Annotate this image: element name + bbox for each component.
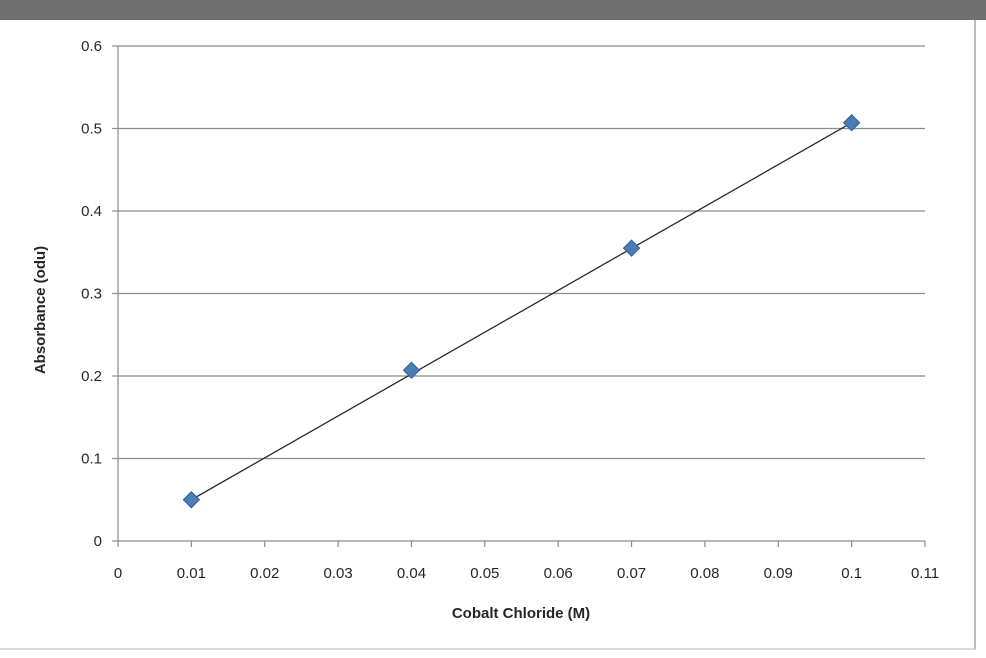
x-tick-label: 0.1 xyxy=(841,565,862,582)
trendline xyxy=(191,122,852,501)
x-tick-label: 0.01 xyxy=(177,565,206,582)
x-tick-label: 0.02 xyxy=(250,565,279,582)
chart-area: 0 0.1 0.2 0.3 0.4 0.5 0.6 0 0.01 0.02 0.03 0.04 0.05… xyxy=(0,20,976,650)
y-tick-label: 0 xyxy=(94,533,102,550)
x-tick-label: 0.04 xyxy=(397,565,426,582)
x-tick-label: 0.09 xyxy=(764,565,793,582)
y-tick-label: 0.4 xyxy=(81,203,102,220)
axes xyxy=(112,45,926,547)
window-top-bar xyxy=(0,0,986,20)
trendline-group xyxy=(191,122,852,501)
gridlines xyxy=(118,45,925,460)
y-tick-label: 0.6 xyxy=(81,38,102,55)
x-tick-label: 0.08 xyxy=(690,565,719,582)
data-point-marker xyxy=(182,491,201,509)
y-tick-label: 0.5 xyxy=(81,121,102,138)
scatter-chart: 0 0.1 0.2 0.3 0.4 0.5 0.6 0 0.01 0.02 0.03 0.04 0.05… xyxy=(32,38,939,622)
y-tick-label: 0.1 xyxy=(81,451,102,468)
tick-labels: 0 0.1 0.2 0.3 0.4 0.5 0.6 0 0.01 0.02 0.03 0.04 0.05… xyxy=(81,38,939,582)
x-tick-label: 0.05 xyxy=(470,565,499,582)
data-point-marker xyxy=(842,114,861,132)
x-tick-label: 0.11 xyxy=(911,565,939,582)
y-tick-label: 0.3 xyxy=(81,286,102,303)
x-tick-label: 0.06 xyxy=(544,565,573,582)
data-point-marker xyxy=(622,239,641,257)
y-tick-label: 0.2 xyxy=(81,368,102,385)
y-axis-title: Absorbance (odu) xyxy=(32,246,49,374)
data-point-marker xyxy=(402,361,421,379)
x-tick-label: 0.03 xyxy=(323,565,352,582)
x-axis-title: Cobalt Chloride (M) xyxy=(452,605,590,622)
data-points xyxy=(182,114,861,509)
x-tick-label: 0.07 xyxy=(617,565,646,582)
x-tick-label: 0 xyxy=(114,565,122,582)
